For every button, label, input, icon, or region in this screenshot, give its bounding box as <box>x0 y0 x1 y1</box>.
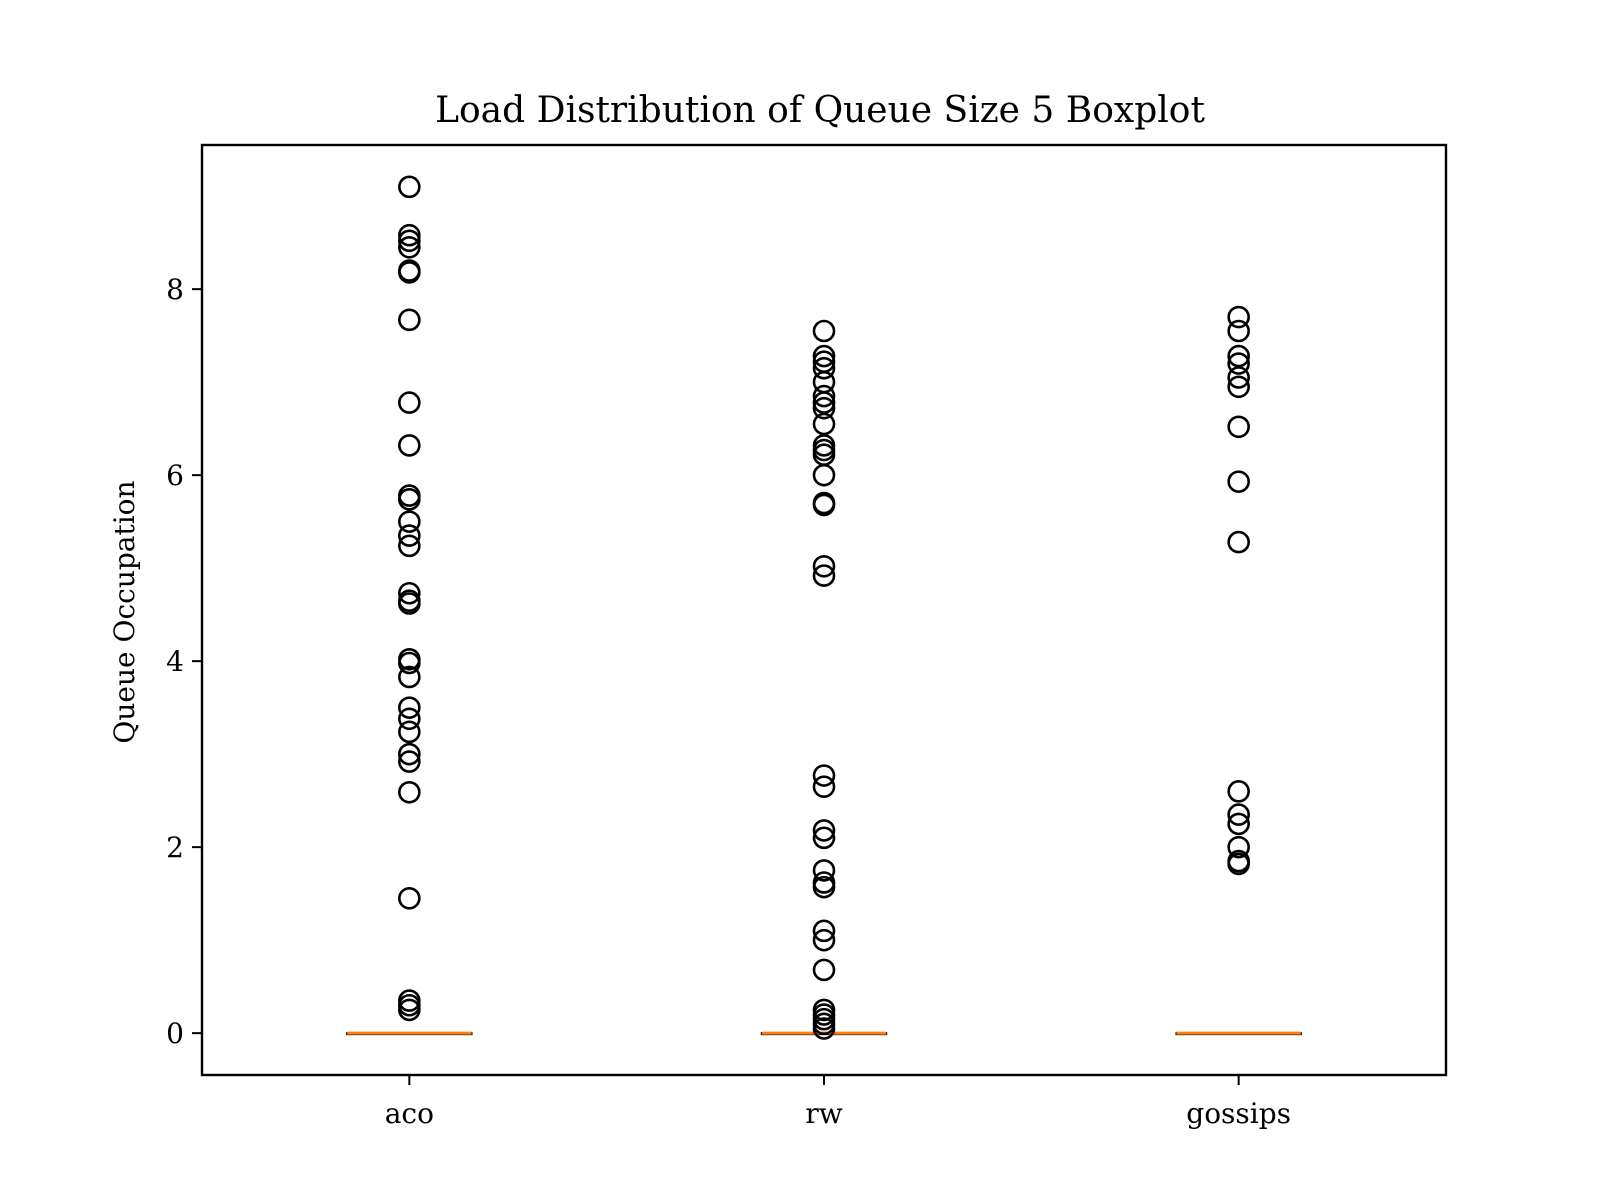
outlier-point <box>1227 852 1250 876</box>
outlier-point <box>812 463 836 487</box>
outlier-point <box>398 750 421 773</box>
outlier-point <box>812 775 836 799</box>
outlier-point <box>398 581 421 605</box>
outlier-point <box>398 236 421 259</box>
outlier-point <box>812 826 836 850</box>
box-group-rw <box>760 319 888 1040</box>
outlier-point <box>812 554 836 578</box>
outlier-point <box>812 384 836 408</box>
y-axis-label: Queue Occupation <box>108 480 141 743</box>
outlier-point <box>398 175 421 199</box>
outlier-point <box>812 319 836 343</box>
y-tick-label: 0 <box>166 1017 184 1050</box>
outlier-point <box>398 780 421 804</box>
outlier-point <box>812 958 836 982</box>
outlier-point <box>1227 319 1250 343</box>
outlier-point <box>1227 470 1250 493</box>
outlier-point <box>1227 812 1250 836</box>
y-tick-label: 2 <box>166 831 184 864</box>
outlier-point <box>398 524 421 547</box>
y-tick-label: 6 <box>166 459 184 492</box>
outlier-point <box>398 651 421 675</box>
outlier-point <box>812 1017 836 1040</box>
outlier-point <box>812 412 836 436</box>
outlier-point <box>1227 780 1250 803</box>
outlier-point <box>398 993 421 1017</box>
outlier-point <box>398 707 421 731</box>
outlier-point <box>1227 415 1250 439</box>
outlier-point <box>812 928 836 952</box>
outlier-point <box>1227 352 1250 375</box>
outlier-point <box>812 919 836 943</box>
outlier-point <box>398 742 421 766</box>
outlier-point <box>398 488 421 511</box>
outlier-point <box>1227 530 1250 554</box>
chart-title: Load Distribution of Queue Size 5 Boxplo… <box>435 90 1205 131</box>
x-tick-label: aco <box>385 1097 434 1130</box>
outlier-point <box>398 665 421 689</box>
outlier-point <box>812 871 836 894</box>
outlier-point <box>1227 344 1250 368</box>
outlier-point <box>812 391 836 414</box>
outlier-point <box>398 720 421 744</box>
box-group-gossips <box>1175 305 1302 1036</box>
outlier-point <box>398 229 421 253</box>
plot-area: 0 2 4 6 8 aco rw gossips <box>166 175 1302 1130</box>
y-tick-label: 8 <box>166 273 184 306</box>
axes-frame <box>200 143 1448 1077</box>
outlier-point <box>812 875 836 899</box>
y-tick-label: 4 <box>166 645 184 678</box>
outlier-point <box>398 223 421 247</box>
outlier-point <box>812 356 836 380</box>
outlier-point <box>812 859 836 882</box>
outlier-point <box>398 261 421 284</box>
x-tick-label: rw <box>805 1097 842 1130</box>
outlier-point <box>1227 375 1250 399</box>
outlier-point <box>1227 803 1250 826</box>
outlier-point <box>398 592 421 615</box>
outlier-point <box>398 308 421 332</box>
outlier-point <box>398 998 421 1022</box>
outlier-point <box>398 534 421 558</box>
outlier-point <box>812 396 836 420</box>
outlier-point <box>1227 366 1250 389</box>
outlier-point <box>812 564 836 587</box>
outlier-point <box>1227 835 1250 859</box>
outlier-point <box>812 438 836 462</box>
outlier-point <box>812 344 836 368</box>
outlier-point <box>398 434 421 457</box>
outlier-point <box>1227 305 1250 329</box>
outlier-point <box>398 886 421 910</box>
outlier-point <box>398 391 421 414</box>
outlier-point <box>812 764 836 787</box>
outlier-point <box>398 696 421 719</box>
outlier-point <box>812 819 836 842</box>
outlier-point <box>812 493 836 517</box>
outlier-point <box>398 510 421 533</box>
x-tick-label: gossips <box>1186 1097 1291 1130</box>
box-group-aco <box>346 175 473 1036</box>
